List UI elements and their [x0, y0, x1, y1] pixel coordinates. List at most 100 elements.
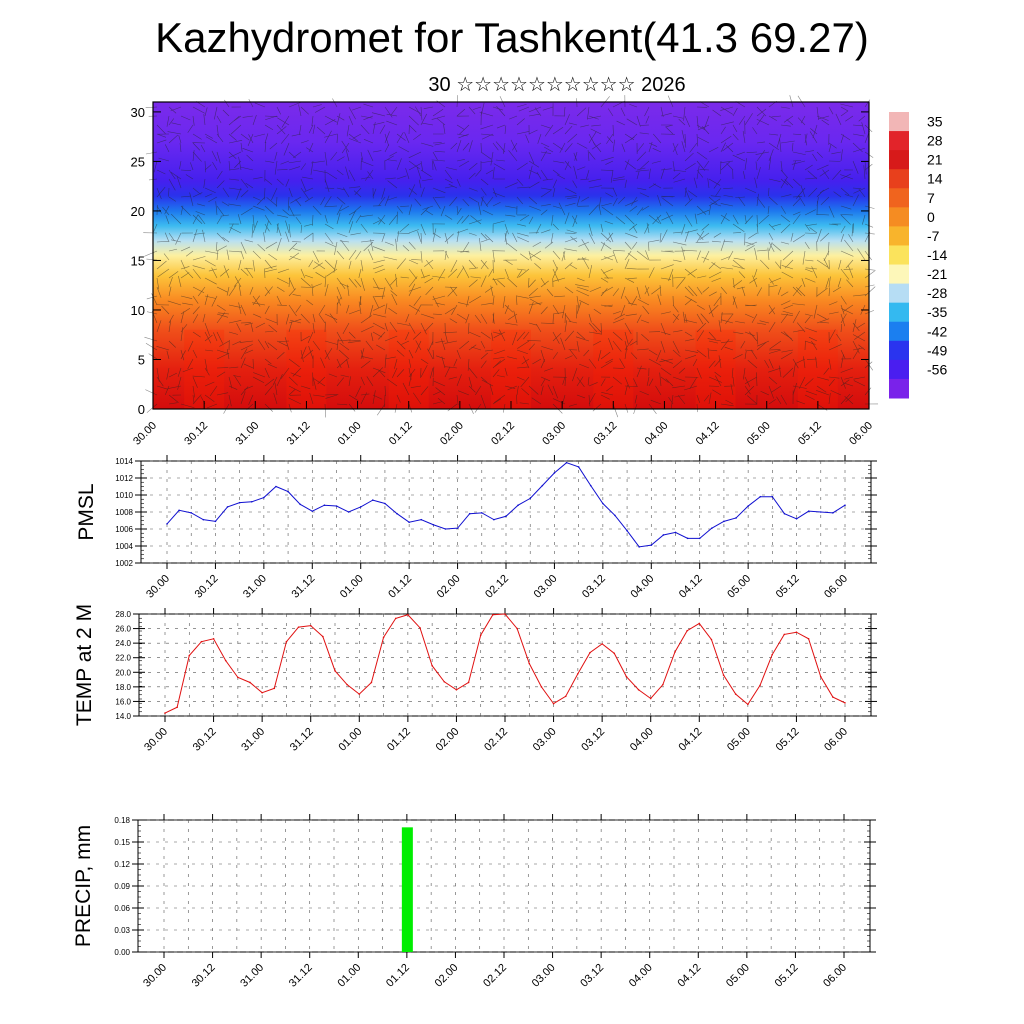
- wind-barb: [782, 250, 794, 261]
- wind-barb: [696, 403, 698, 413]
- y-tick-label-cross-section: 5: [138, 352, 145, 367]
- pmsl-data-point: [420, 518, 423, 521]
- wind-barb: [615, 216, 626, 225]
- wind-barb: [384, 277, 393, 290]
- wind-barb: [192, 214, 199, 225]
- wind-barb: [264, 223, 270, 232]
- wind-barb: [552, 312, 565, 315]
- wind-barb: [568, 403, 578, 407]
- wind-barb: [346, 304, 350, 314]
- wind-barb: [208, 196, 218, 203]
- wind-barb: [504, 305, 509, 315]
- pmsl-data-point: [480, 512, 483, 514]
- wind-barb: [642, 305, 650, 315]
- wind-barb: [254, 102, 266, 108]
- pmsl-data-point: [166, 523, 168, 525]
- wind-barb: [468, 187, 478, 192]
- wind-barb: [593, 308, 602, 315]
- wind-barb: [845, 394, 854, 403]
- wind-barb: [293, 151, 302, 158]
- wind-barb: [216, 205, 225, 216]
- wind-barb: [552, 268, 559, 282]
- wind-barb: [540, 385, 544, 396]
- wind-barb: [816, 106, 819, 120]
- wind-barb: [684, 295, 697, 303]
- wind-barb: [276, 196, 278, 207]
- wind-barb: [171, 122, 182, 126]
- wind-barb: [627, 252, 638, 261]
- colorbar-segment: [889, 169, 909, 189]
- wind-barb: [468, 259, 477, 269]
- wind-barb: [395, 273, 398, 288]
- wind-barb: [185, 250, 194, 257]
- wind-barb: [516, 366, 529, 369]
- wind-barb: [504, 232, 508, 245]
- wind-barb: [816, 164, 829, 171]
- wind-barb: [372, 150, 382, 153]
- temp-data-point: [552, 702, 555, 705]
- wind-barb: [759, 320, 770, 324]
- wind-barb: [552, 314, 554, 324]
- wind-barb: [312, 205, 322, 216]
- wind-barb: [805, 267, 818, 270]
- wind-barb: [747, 359, 758, 369]
- wind-barb: [852, 319, 857, 333]
- temp-data-point: [492, 613, 494, 616]
- wind-barb: [743, 367, 746, 380]
- wind-barb: [456, 95, 458, 108]
- wind-barb: [738, 115, 746, 125]
- wind-barb: [168, 178, 176, 191]
- temp-data-point: [734, 693, 737, 695]
- wind-barb: [396, 369, 405, 378]
- wind-barb: [624, 384, 628, 396]
- wind-barb: [408, 204, 412, 216]
- wind-barb: [288, 318, 302, 324]
- wind-barb: [462, 241, 470, 252]
- wind-barb: [324, 178, 330, 193]
- wind-barb: [660, 331, 671, 336]
- wind-barb: [312, 313, 316, 323]
- wind-barb: [575, 284, 590, 288]
- wind-barb: [639, 132, 650, 135]
- wind-barb: [360, 259, 364, 272]
- wind-barb: [465, 313, 470, 324]
- wind-barb: [748, 331, 758, 342]
- wind-barb: [857, 248, 866, 261]
- wind-barb: [435, 387, 446, 396]
- wind-barb: [376, 403, 386, 416]
- wind-barb: [562, 394, 566, 404]
- wind-barb: [246, 154, 254, 162]
- wind-barb: [803, 356, 806, 369]
- wind-barb: [588, 382, 598, 387]
- wind-barb: [162, 206, 170, 216]
- wind-barb: [457, 302, 470, 306]
- wind-barb: [816, 259, 829, 268]
- wind-barb: [627, 277, 638, 280]
- wind-barb: [792, 178, 801, 186]
- wind-barb: [840, 313, 847, 324]
- wind-barb: [324, 393, 339, 396]
- wind-barb: [336, 338, 339, 351]
- wind-barb: [864, 250, 873, 261]
- wind-barb: [571, 215, 578, 225]
- wind-barb: [264, 124, 274, 131]
- wind-barb: [481, 133, 494, 140]
- wind-barb: [396, 394, 401, 403]
- wind-barb: [347, 340, 362, 344]
- wind-barb: [780, 241, 790, 245]
- wind-barb: [216, 286, 228, 293]
- wind-barb: [308, 124, 314, 134]
- wind-barb: [708, 304, 714, 318]
- wind-barb: [792, 214, 801, 225]
- wind-barb: [600, 241, 612, 250]
- wind-barb: [289, 319, 302, 324]
- wind-barb: [216, 133, 224, 143]
- wind-barb: [377, 217, 386, 225]
- wind-barb: [238, 302, 242, 315]
- wind-barb: [384, 144, 390, 153]
- wind-barb: [800, 115, 806, 124]
- wind-barb: [591, 124, 602, 127]
- wind-barb: [684, 331, 693, 337]
- wind-barb: [568, 320, 578, 324]
- wind-barb: [751, 313, 758, 324]
